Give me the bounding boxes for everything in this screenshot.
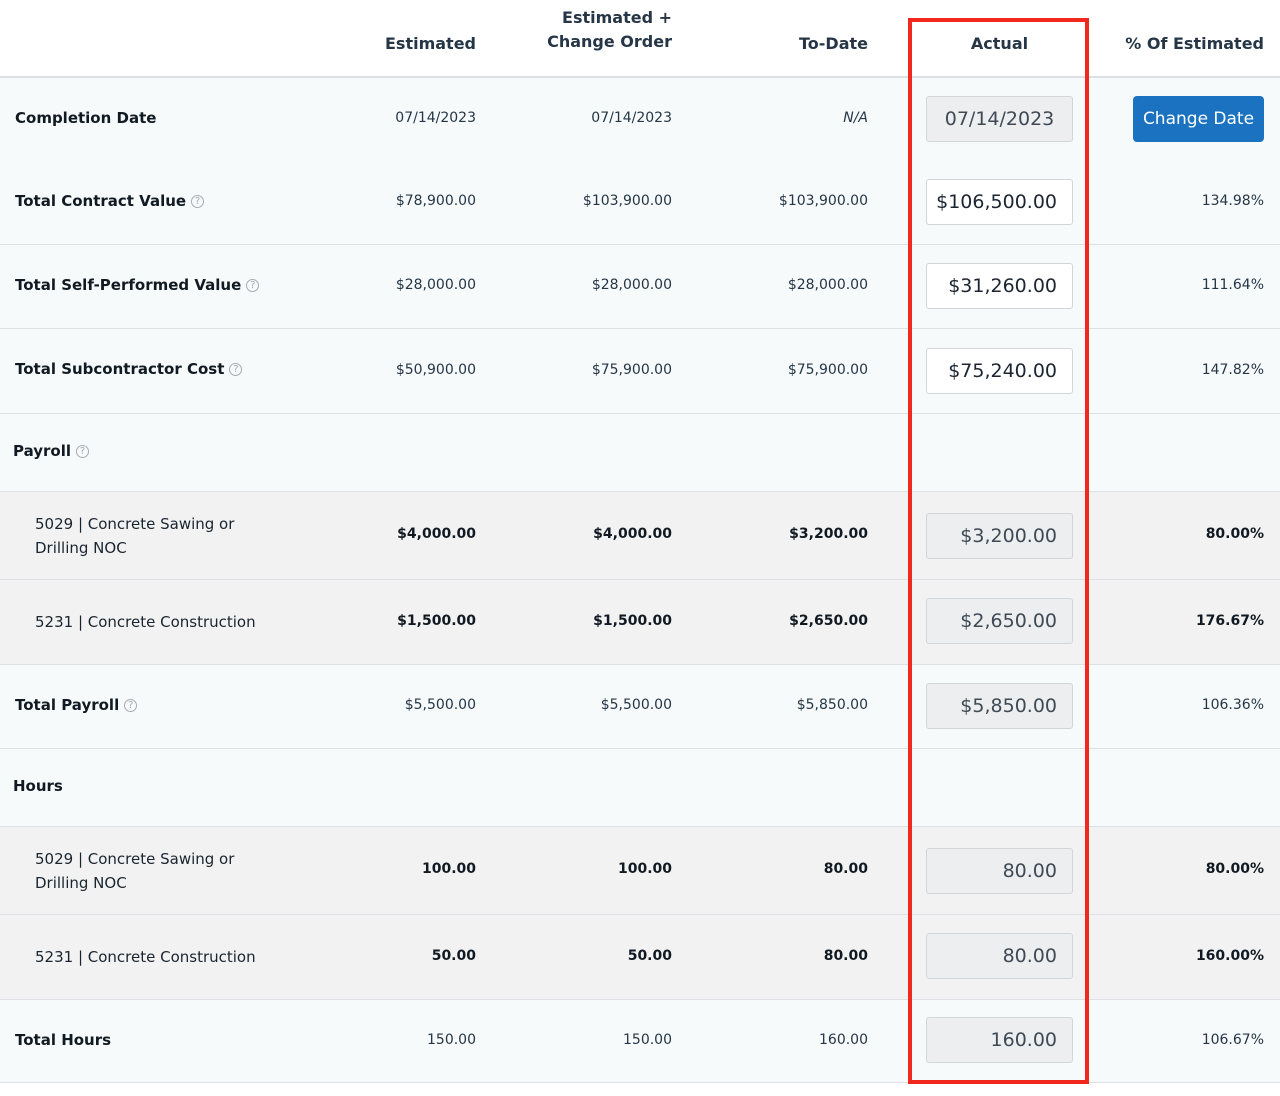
table-row-total-payroll: Total Payroll? $5,500.00 $5,500.00 $5,85…: [0, 665, 1280, 749]
row-label: Total Contract Value?: [15, 192, 205, 210]
row-label: Total Hours: [15, 1031, 112, 1049]
table-row-payroll-item: 5231 | Concrete Construction $1,500.00 $…: [0, 580, 1280, 665]
section-label: Payroll?: [13, 442, 90, 460]
table-row-completion-date: Completion Date 07/14/2023 07/14/2023 N/…: [0, 78, 1280, 162]
actual-hours-field[interactable]: 80.00: [926, 933, 1073, 979]
header-to-date: To-Date: [799, 34, 868, 53]
pct-value: 106.36%: [1201, 697, 1264, 713]
estimated-value: 150.00: [427, 1032, 476, 1048]
table-row-total-hours: Total Hours 150.00 150.00 160.00 160.00 …: [0, 1000, 1280, 1083]
table-row-hours-item: 5029 | Concrete Sawing or Drilling NOC 1…: [0, 827, 1280, 915]
question-circle-icon[interactable]: ?: [191, 194, 205, 208]
estimated-value: $5,500.00: [404, 697, 476, 713]
header-estimated: Estimated: [384, 34, 476, 53]
to-date-value: $5,850.00: [796, 697, 868, 713]
estimated-change-order-value: $5,500.00: [600, 697, 672, 713]
estimated-change-order-value: 07/14/2023: [591, 110, 672, 126]
actual-total-hours-field[interactable]: 160.00: [926, 1017, 1073, 1063]
row-label: Total Subcontractor Cost?: [15, 360, 243, 378]
row-label: Total Self-Performed Value?: [15, 276, 260, 294]
pct-value: 80.00%: [1205, 861, 1264, 877]
row-label: Completion Date: [15, 109, 157, 127]
table-row-payroll-item: 5029 | Concrete Sawing or Drilling NOC $…: [0, 492, 1280, 580]
to-date-value: $28,000.00: [787, 277, 868, 293]
to-date-value: $75,900.00: [787, 362, 868, 378]
pct-value: 80.00%: [1205, 526, 1264, 542]
estimated-change-order-value: 100.00: [617, 861, 672, 877]
table-row-hours-item: 5231 | Concrete Construction 50.00 50.00…: [0, 915, 1280, 1000]
actual-contract-value-input[interactable]: $106,500.00: [926, 179, 1073, 225]
to-date-value: 80.00: [823, 948, 868, 964]
question-circle-icon[interactable]: ?: [76, 444, 90, 458]
table-row-total-subcontractor-cost: Total Subcontractor Cost? $50,900.00 $75…: [0, 329, 1280, 414]
to-date-value: $103,900.00: [778, 193, 868, 209]
pct-value: 160.00%: [1195, 948, 1264, 964]
to-date-value: N/A: [843, 110, 868, 126]
item-label: 5231 | Concrete Construction: [35, 613, 256, 631]
actual-hours-field[interactable]: 80.00: [926, 848, 1073, 894]
actual-payroll-field[interactable]: $3,200.00: [926, 513, 1073, 559]
section-header-payroll: Payroll?: [0, 414, 1280, 492]
pct-value: 176.67%: [1195, 613, 1264, 629]
estimated-value: 100.00: [421, 861, 476, 877]
estimated-value: $50,900.00: [395, 362, 476, 378]
actual-subcontractor-cost-input[interactable]: $75,240.00: [926, 348, 1073, 394]
question-circle-icon[interactable]: ?: [124, 698, 138, 712]
to-date-value: 80.00: [823, 861, 868, 877]
to-date-value: $2,650.00: [789, 613, 868, 629]
estimated-value: $78,900.00: [395, 193, 476, 209]
pct-value: 106.67%: [1201, 1032, 1264, 1048]
question-circle-icon[interactable]: ?: [229, 362, 243, 376]
header-estimated-change-order: Estimated + Change Order: [547, 8, 672, 51]
estimated-change-order-value: 150.00: [623, 1032, 672, 1048]
to-date-value: $3,200.00: [789, 526, 868, 542]
actual-payroll-field[interactable]: $2,650.00: [926, 598, 1073, 644]
change-date-button[interactable]: Change Date: [1133, 96, 1264, 142]
pct-value: 111.64%: [1201, 277, 1264, 293]
header-pct-of-estimated: % Of Estimated: [1125, 34, 1264, 53]
table-row-total-contract-value: Total Contract Value? $78,900.00 $103,90…: [0, 161, 1280, 245]
row-label: Total Payroll?: [15, 696, 138, 714]
estimated-value: $1,500.00: [397, 613, 476, 629]
item-label: 5231 | Concrete Construction: [35, 948, 256, 966]
estimated-value: 50.00: [431, 948, 476, 964]
estimated-change-order-value: 50.00: [627, 948, 672, 964]
section-label: Hours: [13, 777, 63, 795]
section-header-hours: Hours: [0, 749, 1280, 827]
item-label: 5029 | Concrete Sawing or Drilling NOC: [35, 515, 235, 557]
actual-self-performed-input[interactable]: $31,260.00: [926, 263, 1073, 309]
actual-column-highlight: [908, 18, 1089, 1084]
estimated-change-order-value: $103,900.00: [582, 193, 672, 209]
estimated-value: 07/14/2023: [395, 110, 476, 126]
actual-completion-date-field[interactable]: 07/14/2023: [926, 96, 1073, 142]
actual-total-payroll-field[interactable]: $5,850.00: [926, 683, 1073, 729]
to-date-value: 160.00: [819, 1032, 868, 1048]
item-label: 5029 | Concrete Sawing or Drilling NOC: [35, 850, 235, 892]
estimated-change-order-value: $75,900.00: [591, 362, 672, 378]
table-header: Estimated Estimated + Change Order To-Da…: [0, 0, 1280, 78]
estimated-value: $28,000.00: [395, 277, 476, 293]
estimated-value: $4,000.00: [397, 526, 476, 542]
header-actual: Actual: [970, 34, 1029, 53]
table-row-total-self-performed-value: Total Self-Performed Value? $28,000.00 $…: [0, 245, 1280, 329]
estimated-change-order-value: $28,000.00: [591, 277, 672, 293]
pct-value: 134.98%: [1201, 193, 1264, 209]
estimated-change-order-value: $4,000.00: [593, 526, 672, 542]
pct-value: 147.82%: [1201, 362, 1264, 378]
estimated-change-order-value: $1,500.00: [593, 613, 672, 629]
question-circle-icon[interactable]: ?: [246, 278, 260, 292]
